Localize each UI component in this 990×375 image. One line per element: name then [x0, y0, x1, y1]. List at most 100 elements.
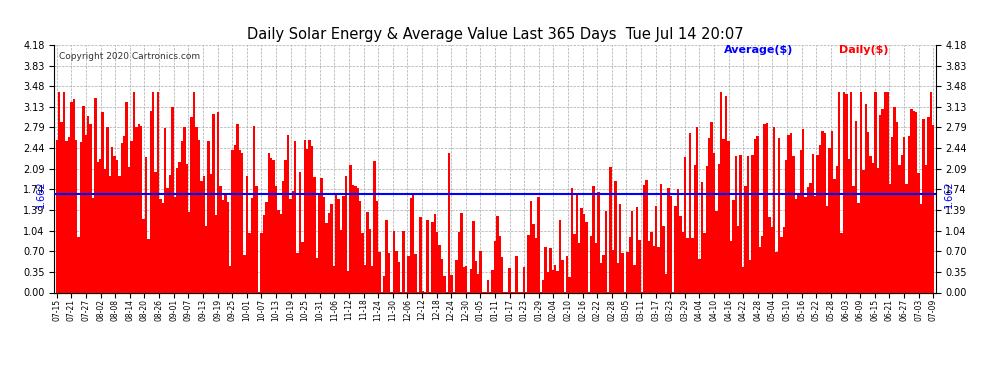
- Bar: [474, 261, 477, 292]
- Bar: [847, 159, 850, 292]
- Bar: [824, 133, 826, 292]
- Bar: [595, 243, 597, 292]
- Bar: [491, 270, 494, 292]
- Title: Daily Solar Energy & Average Value Last 365 Days  Tue Jul 14 20:07: Daily Solar Energy & Average Value Last …: [247, 27, 743, 42]
- Bar: [634, 265, 636, 292]
- Bar: [460, 213, 462, 292]
- Bar: [575, 194, 578, 292]
- Bar: [639, 240, 641, 292]
- Bar: [63, 92, 65, 292]
- Bar: [689, 133, 691, 292]
- Bar: [277, 210, 279, 292]
- Bar: [395, 251, 398, 292]
- Bar: [99, 159, 101, 292]
- Bar: [343, 196, 345, 292]
- Bar: [927, 117, 930, 292]
- Bar: [207, 141, 210, 292]
- Bar: [740, 155, 742, 292]
- Bar: [217, 112, 220, 292]
- Bar: [356, 188, 359, 292]
- Bar: [573, 234, 575, 292]
- Bar: [614, 181, 617, 292]
- Bar: [814, 196, 817, 292]
- Bar: [306, 150, 309, 292]
- Bar: [735, 156, 737, 292]
- Bar: [212, 114, 215, 292]
- Bar: [345, 176, 346, 292]
- Bar: [535, 238, 538, 292]
- Bar: [867, 132, 869, 292]
- Bar: [610, 167, 612, 292]
- Bar: [578, 243, 580, 292]
- Bar: [715, 211, 718, 292]
- Bar: [884, 92, 886, 292]
- Bar: [457, 232, 460, 292]
- Bar: [829, 148, 831, 292]
- Bar: [516, 256, 518, 292]
- Bar: [373, 161, 376, 292]
- Bar: [371, 266, 373, 292]
- Bar: [795, 199, 797, 292]
- Bar: [210, 174, 212, 292]
- Bar: [72, 99, 75, 292]
- Bar: [845, 94, 847, 292]
- Bar: [893, 107, 896, 292]
- Bar: [462, 267, 465, 292]
- Bar: [775, 252, 778, 292]
- Bar: [571, 188, 573, 292]
- Bar: [65, 141, 67, 292]
- Bar: [530, 201, 533, 292]
- Bar: [864, 104, 867, 292]
- Bar: [198, 140, 200, 292]
- Bar: [701, 182, 703, 292]
- Bar: [674, 206, 677, 292]
- Bar: [173, 197, 176, 292]
- Bar: [494, 241, 496, 292]
- Bar: [126, 102, 128, 292]
- Bar: [176, 168, 178, 292]
- Bar: [881, 109, 884, 292]
- Bar: [879, 116, 881, 292]
- Bar: [817, 156, 819, 292]
- Bar: [499, 236, 501, 292]
- Bar: [677, 189, 679, 292]
- Bar: [501, 257, 504, 292]
- Bar: [270, 158, 272, 292]
- Bar: [253, 126, 255, 292]
- Bar: [239, 150, 241, 292]
- Bar: [195, 128, 198, 292]
- Bar: [89, 124, 92, 292]
- Bar: [294, 141, 296, 292]
- Bar: [600, 263, 602, 292]
- Bar: [590, 237, 592, 292]
- Bar: [469, 269, 472, 292]
- Bar: [359, 201, 361, 292]
- Bar: [361, 232, 363, 292]
- Bar: [145, 157, 148, 292]
- Bar: [636, 207, 639, 292]
- Bar: [188, 212, 190, 292]
- Bar: [143, 219, 145, 292]
- Bar: [149, 111, 151, 292]
- Bar: [349, 165, 351, 292]
- Bar: [326, 224, 328, 292]
- Bar: [101, 112, 104, 292]
- Bar: [366, 212, 368, 292]
- Bar: [723, 139, 725, 292]
- Bar: [585, 222, 588, 292]
- Bar: [657, 247, 660, 292]
- Bar: [756, 136, 758, 292]
- Bar: [106, 127, 109, 292]
- Bar: [913, 111, 915, 292]
- Bar: [703, 233, 706, 292]
- Bar: [667, 188, 669, 292]
- Bar: [432, 222, 434, 292]
- Bar: [744, 186, 746, 292]
- Bar: [234, 145, 237, 292]
- Bar: [850, 92, 852, 292]
- Bar: [597, 192, 600, 292]
- Bar: [725, 96, 728, 292]
- Bar: [138, 124, 140, 292]
- Bar: [908, 136, 910, 292]
- Bar: [114, 156, 116, 292]
